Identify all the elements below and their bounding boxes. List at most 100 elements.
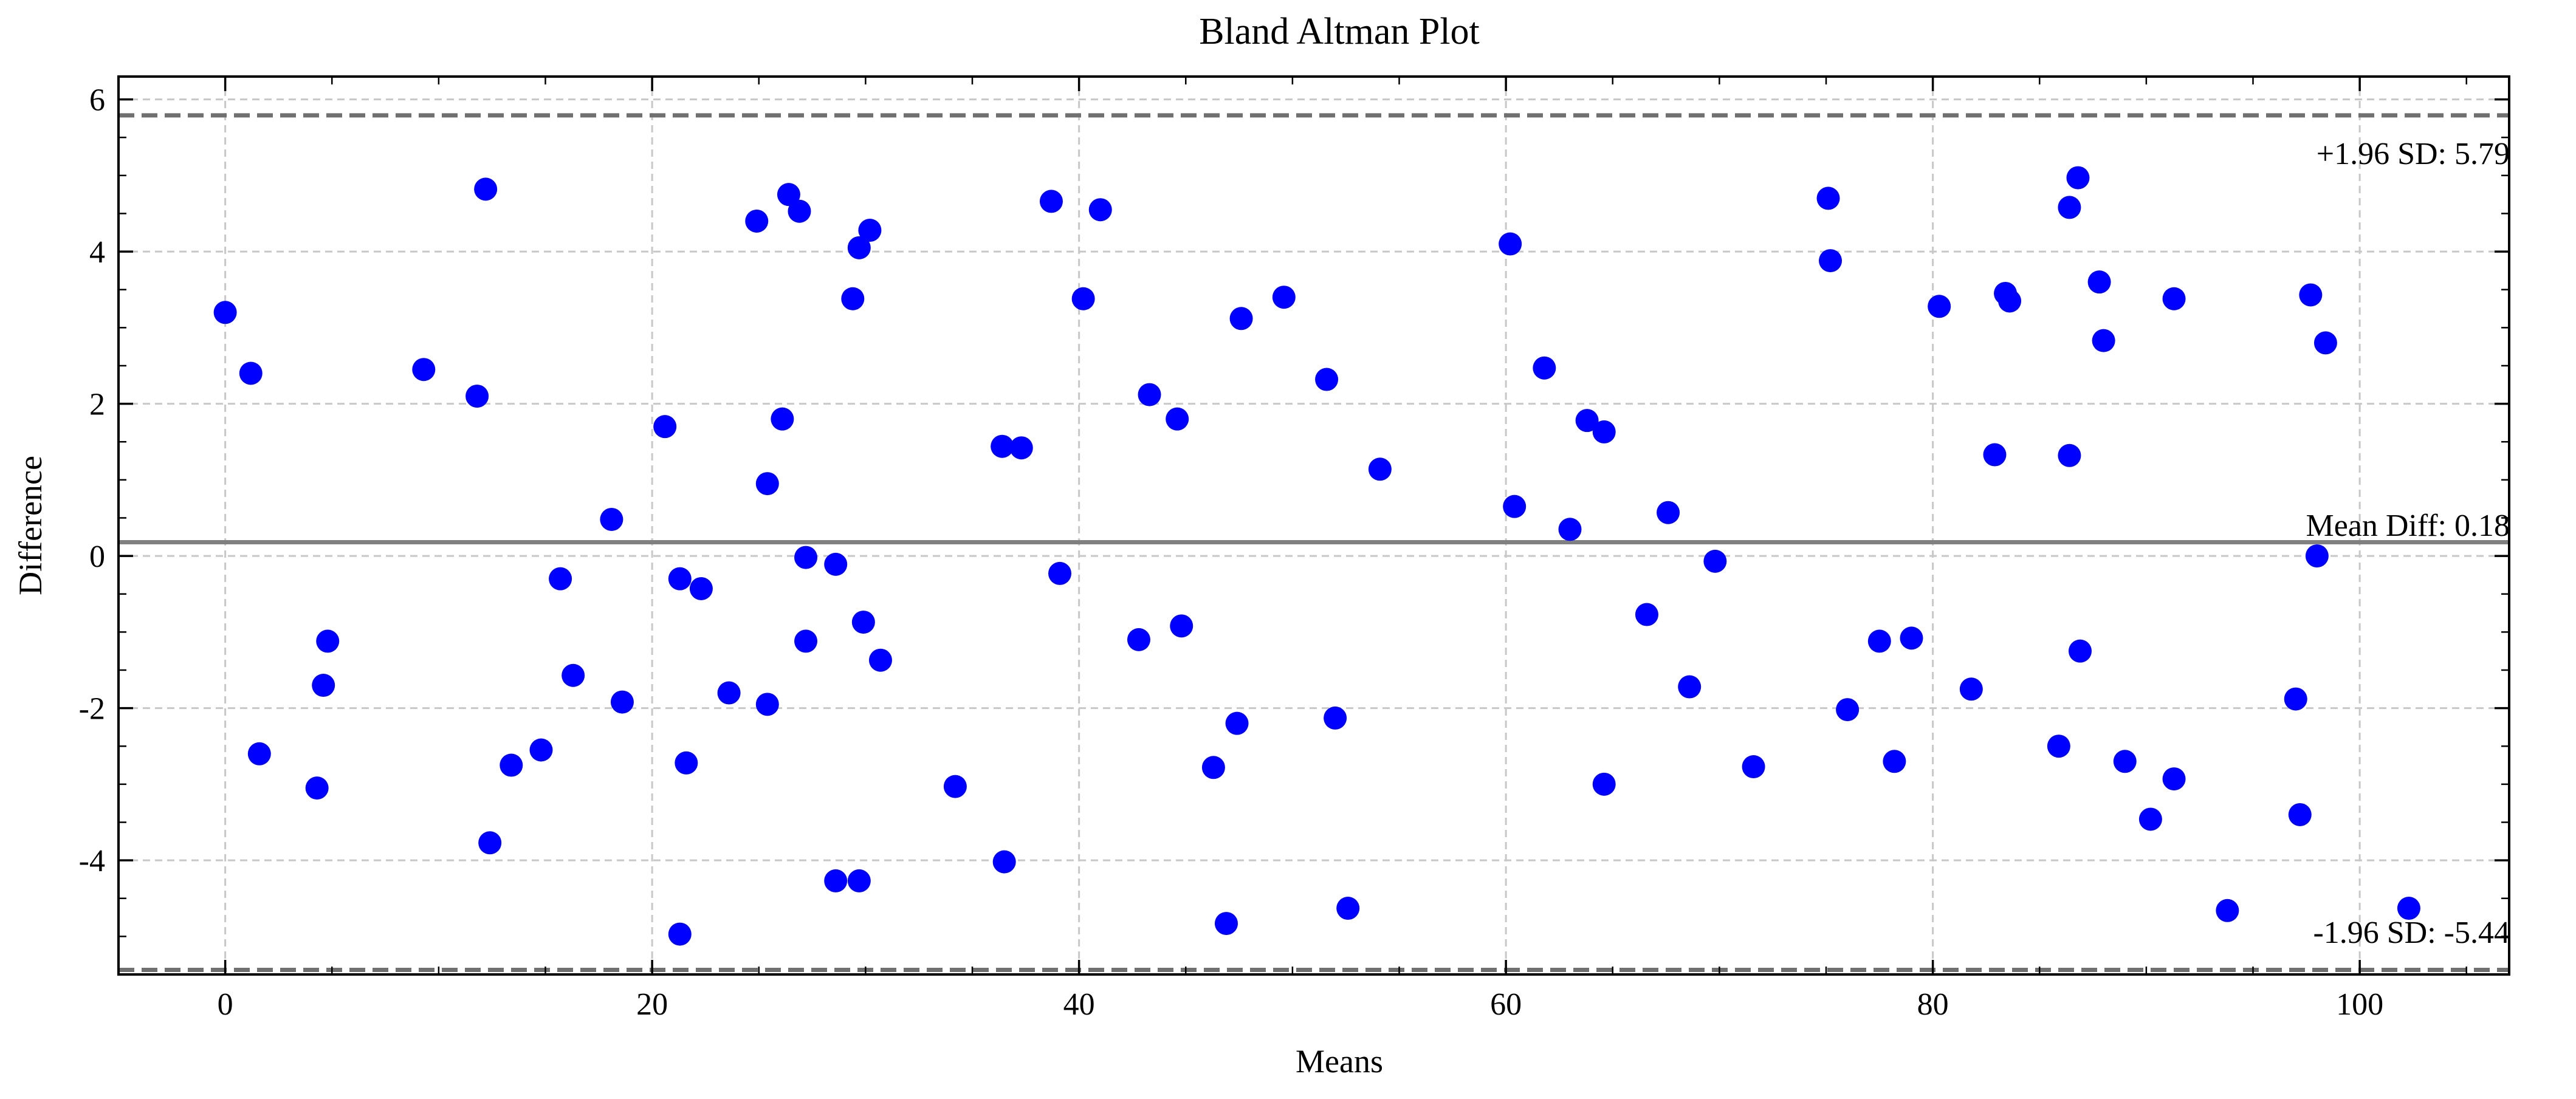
data-point [2058, 443, 2081, 467]
data-points [213, 166, 2420, 946]
data-point [562, 663, 585, 687]
data-point [868, 648, 892, 672]
data-point [2113, 750, 2137, 773]
data-point [247, 742, 271, 765]
data-point [1039, 190, 1063, 213]
data-point [1225, 711, 1249, 735]
data-point [755, 693, 779, 716]
data-point [529, 738, 553, 762]
data-point [1503, 495, 1527, 518]
data-point [1742, 755, 1765, 779]
data-point [2068, 639, 2092, 663]
data-point [1883, 750, 1906, 773]
y-tick-label: -2 [79, 692, 105, 727]
data-point [2047, 734, 2070, 758]
data-point [847, 236, 871, 259]
data-point [794, 546, 818, 569]
data-point [1368, 457, 1392, 481]
x-tick-label: 20 [636, 987, 668, 1022]
data-point [824, 869, 848, 892]
data-point [2092, 329, 2115, 352]
data-point [1836, 698, 1860, 722]
data-point [794, 629, 818, 653]
data-point [1138, 383, 1161, 406]
data-point [755, 472, 779, 496]
data-point [1499, 232, 1522, 256]
data-point [305, 776, 329, 800]
x-tick-label: 40 [1063, 987, 1095, 1022]
data-point [316, 629, 340, 653]
data-point [2162, 767, 2186, 791]
data-point [1324, 706, 1347, 730]
axis-ticks [117, 77, 2509, 976]
data-point [689, 577, 713, 600]
data-point [1048, 561, 1072, 585]
data-point [549, 567, 572, 591]
data-point [1592, 420, 1616, 443]
data-point [2216, 899, 2239, 922]
x-axis-label: Means [1296, 1043, 1383, 1080]
data-point [2087, 270, 2111, 294]
data-point [1819, 249, 1843, 273]
data-point [610, 690, 634, 714]
y-tick-label: 2 [89, 388, 105, 422]
y-tick-label: 6 [89, 83, 105, 118]
data-point [745, 209, 769, 233]
data-point [1867, 629, 1891, 653]
grid-lines [118, 77, 2509, 974]
data-point [1928, 295, 1951, 318]
data-point [717, 681, 741, 705]
data-point [1127, 628, 1150, 651]
x-tick-label: 0 [218, 987, 233, 1022]
data-point [1575, 409, 1599, 433]
data-point [992, 850, 1016, 874]
data-point [474, 177, 498, 201]
data-point [1533, 356, 1556, 380]
tick-labels: 0 20 40 60 80 100 -4 -2 0 2 4 6 [79, 83, 2383, 1022]
chart-title: Bland Altman Plot [1199, 11, 1480, 52]
data-point [653, 415, 677, 439]
data-point [2313, 331, 2337, 355]
data-point [1983, 443, 2007, 467]
data-point [1998, 289, 2022, 313]
data-point [841, 287, 865, 310]
data-point [1009, 436, 1033, 460]
data-point [2299, 283, 2323, 307]
data-point [1170, 614, 1194, 638]
y-tick-label: 4 [89, 235, 105, 270]
x-tick-label: 80 [1917, 987, 1949, 1022]
data-point [1657, 501, 1680, 524]
data-point [1336, 897, 1360, 920]
data-point [1816, 187, 1840, 210]
data-point [675, 751, 698, 775]
data-point [1229, 307, 1253, 330]
data-point [2058, 196, 2081, 219]
data-point [858, 219, 882, 242]
data-point [239, 361, 263, 385]
data-point [1315, 368, 1339, 391]
data-point [2288, 803, 2312, 826]
reference-lines [118, 113, 2509, 972]
data-point [1088, 198, 1112, 222]
data-point [500, 753, 523, 777]
data-point [2284, 687, 2307, 711]
data-point [2162, 287, 2186, 310]
y-tick-label: 0 [89, 539, 105, 574]
data-point [1201, 756, 1225, 779]
data-point [600, 507, 623, 531]
data-point [2138, 807, 2162, 831]
plot-frame [117, 75, 2510, 976]
mean-diff-label: Mean Diff: 0.18 [2306, 508, 2510, 543]
data-point [2066, 166, 2090, 190]
data-point [2397, 897, 2420, 920]
data-point [1703, 549, 1727, 573]
data-point [668, 567, 692, 591]
y-axis-label: Difference [12, 456, 49, 595]
data-point [771, 407, 794, 431]
data-point [1166, 407, 1189, 431]
data-point [668, 922, 692, 946]
data-point [2305, 544, 2329, 568]
data-point [824, 552, 848, 576]
data-point [1071, 287, 1095, 310]
